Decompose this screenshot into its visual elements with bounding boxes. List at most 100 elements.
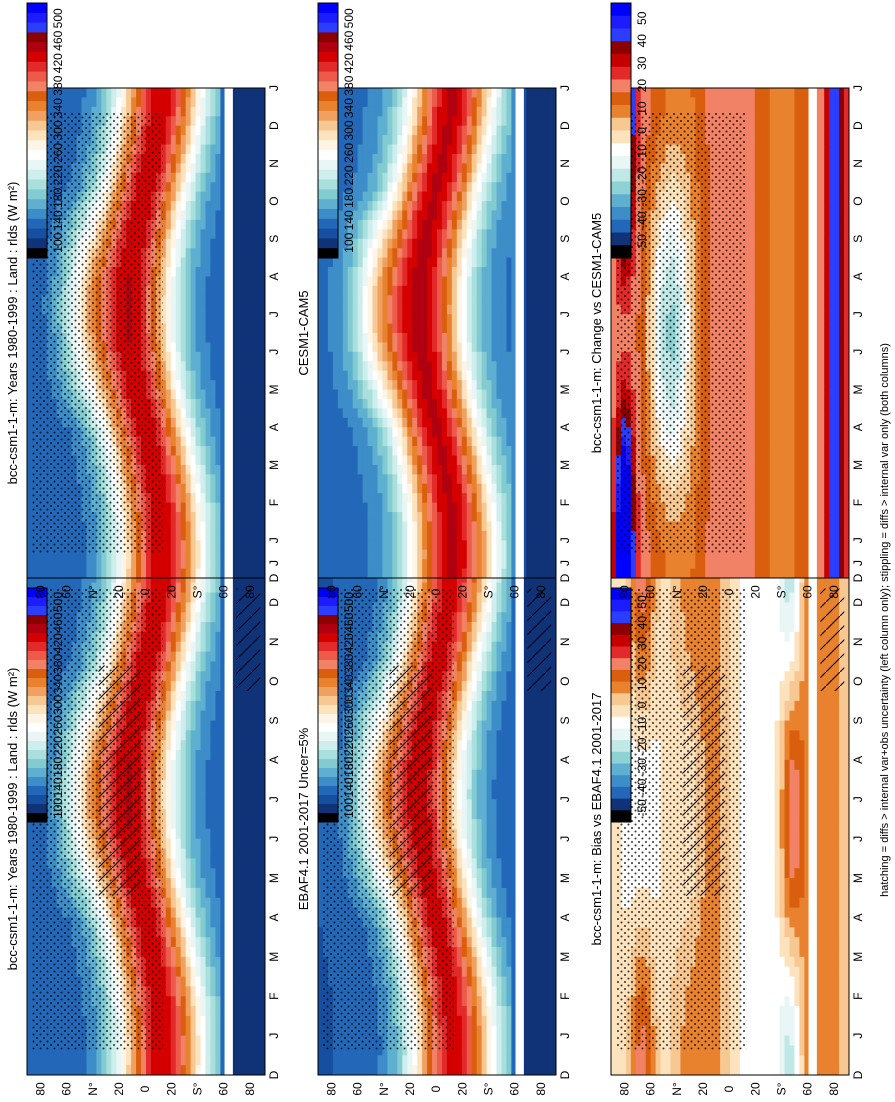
heatmap-cell xyxy=(190,996,196,1007)
heatmap-cell xyxy=(170,408,177,419)
heatmap-cell xyxy=(170,238,177,249)
heatmap-cell xyxy=(160,907,167,918)
heatmap-cell xyxy=(86,559,92,569)
heatmap-cell xyxy=(235,878,241,889)
heatmap-cell xyxy=(200,125,206,136)
heatmap-cell xyxy=(255,446,261,456)
heatmap-cell xyxy=(250,956,256,968)
heatmap-cell xyxy=(255,1006,261,1017)
heatmap-cell xyxy=(180,229,187,240)
heatmap-cell xyxy=(230,285,236,296)
heatmap-cell xyxy=(240,285,246,296)
heatmap-cell xyxy=(240,828,246,840)
heatmap-cell xyxy=(190,361,196,372)
heatmap-cell xyxy=(27,408,33,419)
heatmap-cell xyxy=(235,779,241,790)
heatmap-cell xyxy=(185,779,192,790)
heatmap-cell xyxy=(230,549,236,560)
heatmap-cell xyxy=(175,740,182,751)
heatmap-cell xyxy=(165,351,172,362)
heatmap-cell xyxy=(240,986,246,997)
heatmap-cell xyxy=(260,838,266,849)
heatmap-cell xyxy=(185,446,192,456)
heatmap-cell xyxy=(190,799,196,810)
heatmap-cell xyxy=(240,710,246,721)
heatmap-cell xyxy=(245,819,251,830)
heatmap-cell xyxy=(150,1065,157,1076)
heatmap-cell xyxy=(255,398,261,409)
heatmap-cell xyxy=(86,1065,92,1076)
heatmap-cell xyxy=(220,671,226,682)
heatmap-cell xyxy=(220,398,226,409)
heatmap-cell xyxy=(230,257,236,268)
heatmap-cell xyxy=(170,1006,177,1017)
heatmap-cell xyxy=(160,285,167,296)
heatmap-cell xyxy=(230,493,236,504)
panel-title: bcc-csm1-1-m: Years 1980-1999 : Land : r… xyxy=(5,668,20,971)
heatmap-cell xyxy=(51,582,58,593)
heatmap-cell xyxy=(245,417,251,428)
heatmap-cell xyxy=(180,351,187,362)
heatmap-cell xyxy=(240,582,246,593)
heatmap-cell xyxy=(200,848,206,859)
heatmap-cell xyxy=(200,710,206,721)
heatmap-cell xyxy=(170,201,177,211)
heatmap-cell xyxy=(235,897,241,909)
heatmap-cell xyxy=(190,521,196,532)
heatmap-cell xyxy=(165,641,172,653)
heatmap-cell xyxy=(170,512,177,522)
heatmap-cell xyxy=(240,799,246,810)
heatmap-cell xyxy=(180,144,187,155)
heatmap-cell xyxy=(245,559,251,569)
heatmap-cell xyxy=(175,917,182,928)
heatmap-cell xyxy=(250,521,256,532)
heatmap-cell xyxy=(205,937,211,948)
heatmap-cell xyxy=(190,966,196,977)
heatmap-cell xyxy=(235,917,241,928)
heatmap-cell xyxy=(96,1065,102,1076)
heatmap-cell xyxy=(180,681,187,692)
heatmap-cell xyxy=(210,380,216,390)
heatmap-cell xyxy=(27,1045,33,1056)
heatmap-cell xyxy=(160,868,167,879)
heatmap-cell xyxy=(160,144,167,155)
heatmap-cell xyxy=(170,540,177,551)
heatmap-cell xyxy=(175,389,182,400)
heatmap-cell xyxy=(195,947,201,958)
heatmap-cell xyxy=(205,671,211,682)
heatmap-cell xyxy=(250,314,256,324)
heatmap-cell xyxy=(255,370,261,381)
colorbar-label: 460 xyxy=(51,612,65,632)
heatmap-cell xyxy=(190,333,196,343)
heatmap-cell xyxy=(200,238,206,249)
heatmap-cell xyxy=(195,493,201,504)
heatmap-cell xyxy=(160,966,167,977)
heatmap-cell xyxy=(235,333,241,343)
heatmap-cell xyxy=(215,248,221,259)
heatmap-cell xyxy=(136,97,142,108)
heatmap-cell xyxy=(250,474,256,485)
heatmap-cell xyxy=(180,976,187,987)
heatmap-cell xyxy=(200,342,206,353)
heatmap-cell xyxy=(185,257,192,268)
heatmap-cell xyxy=(81,1055,87,1066)
heatmap-cell xyxy=(210,582,216,593)
heatmap-cell xyxy=(250,740,256,751)
heatmap-cell xyxy=(71,97,77,108)
heatmap-cell xyxy=(27,474,33,485)
heatmap-cell xyxy=(180,436,187,447)
heatmap-cell xyxy=(260,1015,266,1027)
heatmap-cell xyxy=(235,257,241,268)
heatmap-cell xyxy=(215,838,221,849)
heatmap-cell xyxy=(240,106,246,117)
heatmap-cell xyxy=(195,568,201,579)
heatmap-cell xyxy=(76,549,82,560)
heatmap-cell xyxy=(210,681,216,692)
heatmap-cell xyxy=(195,342,201,353)
heatmap-cell xyxy=(175,956,182,968)
heatmap-cell xyxy=(205,229,211,240)
heatmap-cell xyxy=(46,568,53,579)
heatmap-cell xyxy=(76,106,82,117)
heatmap-cell xyxy=(180,612,187,623)
